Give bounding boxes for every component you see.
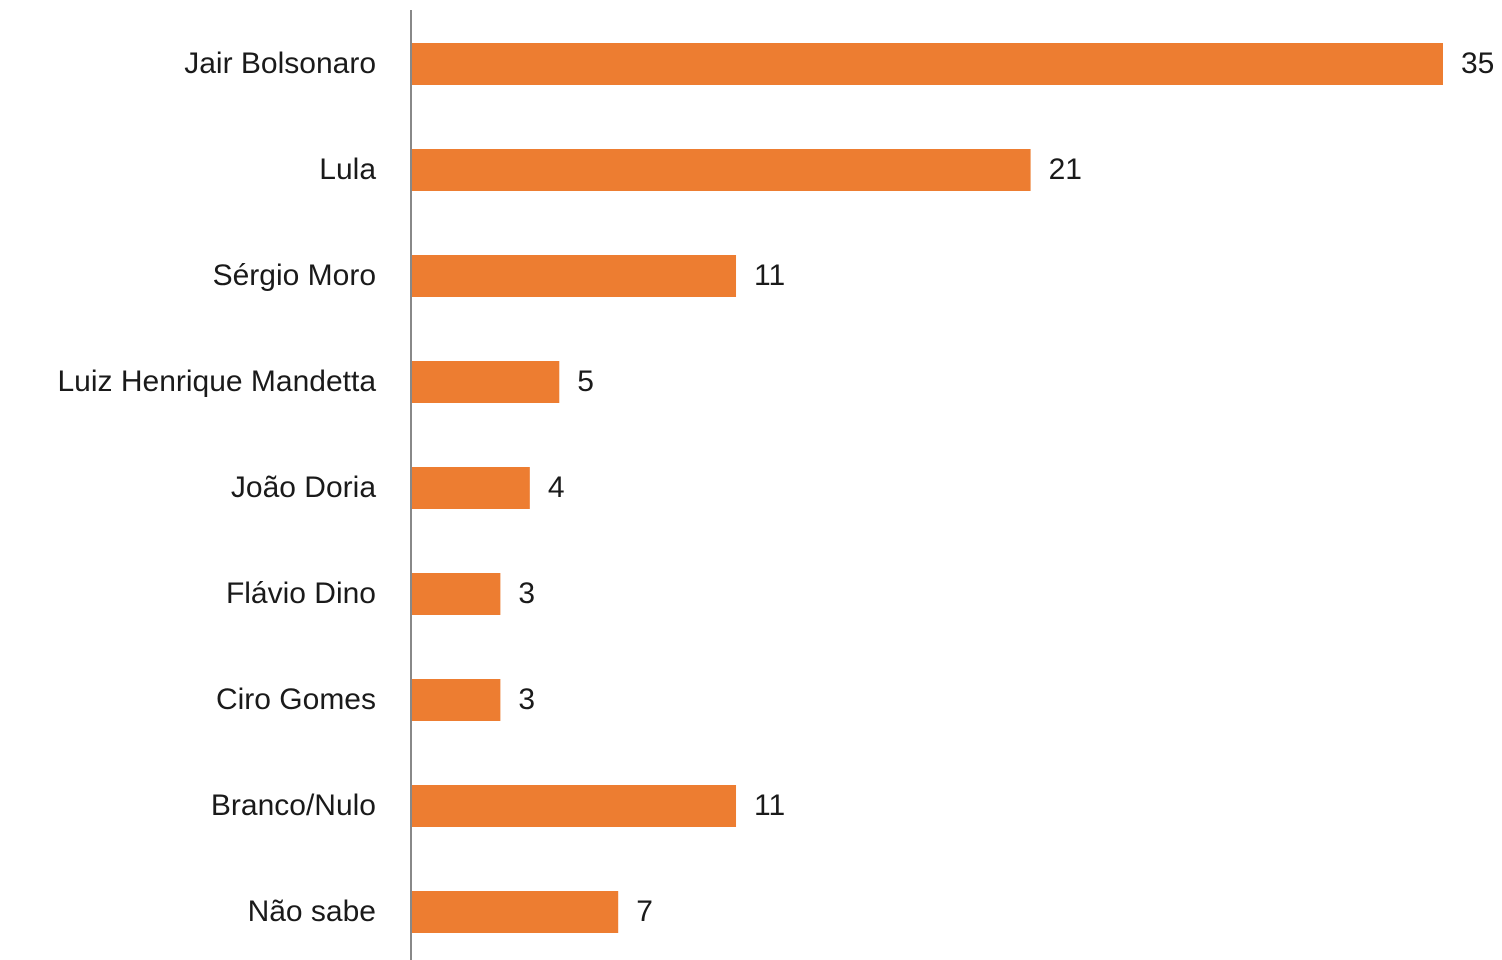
category-label: Ciro Gomes <box>216 683 376 716</box>
bar <box>412 361 560 403</box>
category-label: Lula <box>319 153 376 186</box>
data-label: 11 <box>754 789 785 822</box>
data-label: 3 <box>518 683 535 716</box>
category-label: Sérgio Moro <box>213 259 376 292</box>
bar <box>412 891 619 933</box>
category-label: João Doria <box>231 471 376 504</box>
bar <box>412 573 501 615</box>
category-label: Flávio Dino <box>226 577 376 610</box>
bar <box>412 679 501 721</box>
bar <box>412 43 1443 85</box>
category-label: Branco/Nulo <box>211 789 376 822</box>
category-label: Não sabe <box>248 895 376 928</box>
category-label: Luiz Henrique Mandetta <box>57 365 376 398</box>
bar <box>412 467 530 509</box>
data-label: 35 <box>1461 47 1494 80</box>
data-label: 3 <box>518 577 535 610</box>
data-label: 11 <box>754 259 785 292</box>
bar <box>412 149 1031 191</box>
bar <box>412 255 737 297</box>
data-label: 7 <box>636 895 653 928</box>
data-label: 4 <box>548 471 565 504</box>
data-label: 21 <box>1049 153 1082 186</box>
category-label: Jair Bolsonaro <box>184 47 376 80</box>
bar <box>412 785 737 827</box>
data-label: 5 <box>577 365 594 398</box>
